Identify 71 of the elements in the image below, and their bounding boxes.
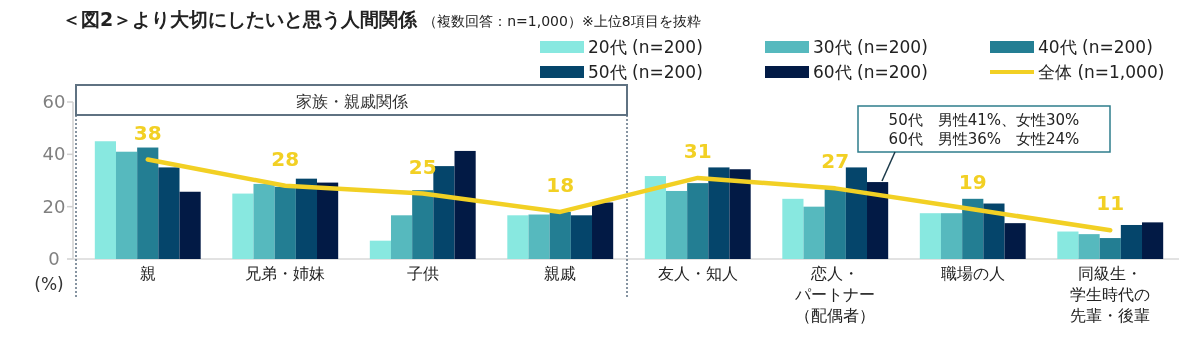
y-tick-label: 60 [42,91,66,112]
bar [1120,224,1143,259]
bar [1099,238,1121,259]
bar [782,198,804,259]
bar [412,190,434,259]
legend-label: 20代 (n=200) [588,37,703,57]
bar [570,215,593,259]
bar [940,213,963,259]
bar [179,191,201,259]
bar [1057,231,1079,259]
bar [507,215,529,259]
x-tick-label: 兄弟・姉妹 [245,264,326,283]
bar [687,183,709,259]
data-label: 28 [271,146,300,171]
bar [94,141,116,259]
bar [1142,222,1164,259]
bar [983,203,1005,259]
bar [919,213,941,259]
data-label: 27 [821,149,850,174]
x-tick-label: 同級生・学生時代の先輩・後輩 [1070,264,1151,325]
x-tick-label: 子供 [406,264,439,283]
bar [274,186,296,259]
bar [369,240,391,259]
y-tick-label: 20 [42,195,66,217]
x-tick-label: 職場の人 [940,264,1005,283]
bar [708,167,730,259]
chart-title: ＜図2＞より大切にしたいと思う人間関係 [62,8,419,31]
y-tick-label: 0 [48,248,60,269]
annotation: 50代 男性41%、女性30% 60代 男性36% 女性24% [857,105,1111,153]
bar [824,188,846,259]
bar [158,167,180,259]
x-tick-label: 親戚 [544,264,577,283]
legend-label: 全体 (n=1,000) [1038,62,1165,82]
x-tick-label: 恋人・パートナー（配偶者） [794,264,876,325]
bar [528,214,550,259]
bar [592,202,614,259]
bar [644,176,666,259]
legend-label: 30代 (n=200) [813,37,928,57]
legend-label: 50代 (n=200) [588,62,703,82]
bar [867,182,889,259]
bar [317,182,339,259]
data-label: 18 [546,172,575,197]
annotation: 50代 男性41%、女性30% 60代 男性36% 女性24% [888,111,1080,148]
legend-label: 60代 (n=200) [813,62,928,82]
bar [253,183,275,259]
bar [115,151,138,259]
data-label: 11 [1096,191,1125,216]
bar [1078,234,1100,259]
x-tick-label: 親 [139,264,156,283]
data-label: 25 [408,154,437,179]
bar [137,147,159,259]
bar [390,215,413,259]
data-label: 19 [958,170,987,195]
bar [1004,223,1026,259]
band-label: 家族・親戚関係 [295,92,408,111]
bar [845,167,868,259]
bar [232,193,254,259]
y-tick-label: 40 [42,143,66,165]
chart-subtitle: （複数回答：n=1,000）※上位8項目を抜粋 [423,13,701,29]
data-label: 31 [683,138,712,163]
y-axis-title: (%) [34,274,64,294]
bar [549,211,571,259]
bar [295,178,318,259]
bar [803,206,825,259]
bar [454,150,476,259]
legend-label: 40代 (n=200) [1038,37,1153,57]
bar [665,190,688,259]
bar [962,198,984,259]
x-tick-label: 友人・知人 [657,264,738,283]
bar [729,169,751,259]
data-label: 38 [133,120,162,145]
